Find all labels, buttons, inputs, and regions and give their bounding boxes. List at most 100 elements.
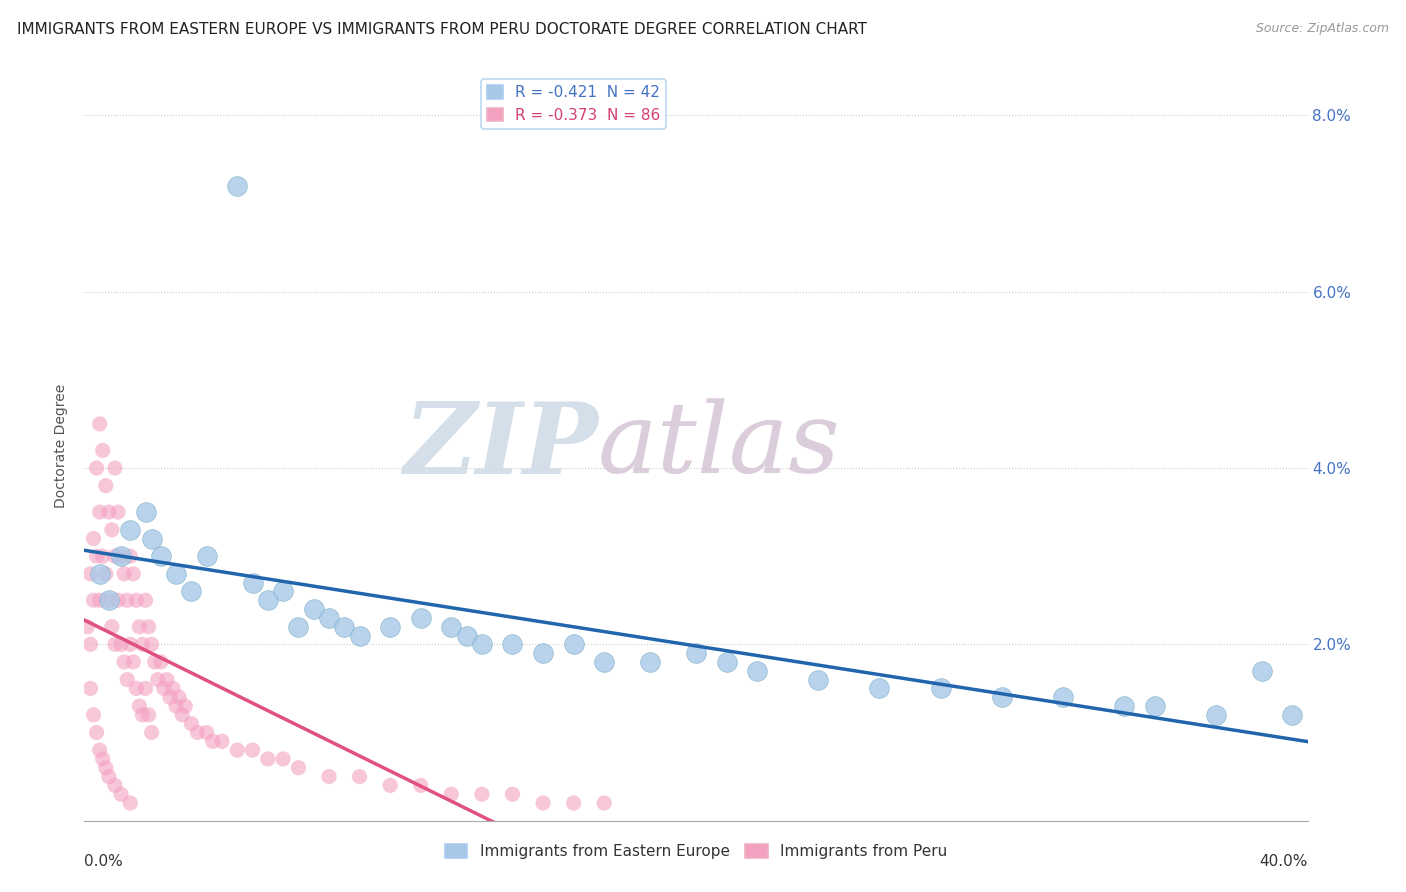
Point (89, 593, 111, 607)
Text: 40.0%: 40.0% (1260, 855, 1308, 870)
Point (1143, 699, 1166, 714)
Point (141, 637, 163, 651)
Point (201, 734, 224, 748)
Point (180, 584, 202, 599)
Point (162, 681, 184, 696)
Point (94, 478, 117, 492)
Point (287, 620, 309, 634)
Point (159, 690, 181, 705)
Point (226, 178, 249, 193)
Point (174, 699, 197, 714)
Point (186, 725, 208, 739)
Point (153, 681, 176, 696)
Point (97, 505, 120, 519)
Point (1114, 699, 1136, 714)
Point (349, 628, 371, 642)
Point (409, 778, 432, 792)
Point (112, 566, 135, 581)
Point (380, 620, 402, 634)
Point (89, 505, 111, 519)
Point (471, 637, 494, 651)
Point (94, 761, 117, 775)
Point (138, 620, 160, 634)
Point (1281, 707, 1303, 722)
Point (456, 628, 478, 642)
Point (638, 655, 661, 669)
Point (257, 593, 280, 607)
Point (287, 761, 309, 775)
Point (110, 549, 132, 564)
Point (110, 549, 132, 564)
Point (333, 620, 356, 634)
Point (165, 699, 187, 714)
Point (409, 611, 432, 625)
Point (107, 593, 129, 607)
Point (104, 637, 127, 651)
Text: Source: ZipAtlas.com: Source: ZipAtlas.com (1256, 22, 1389, 36)
Point (120, 523, 142, 537)
Point (141, 532, 163, 546)
Point (89, 566, 111, 581)
Point (143, 655, 166, 669)
Point (138, 707, 160, 722)
Point (716, 655, 738, 669)
Point (226, 743, 249, 757)
Point (104, 461, 127, 475)
Point (135, 593, 157, 607)
Point (115, 593, 138, 607)
Point (104, 778, 127, 792)
Point (97, 593, 120, 607)
Point (128, 699, 150, 714)
Point (156, 673, 179, 687)
Y-axis label: Doctorate Degree: Doctorate Degree (55, 384, 69, 508)
Point (471, 787, 494, 801)
Point (380, 778, 402, 792)
Point (440, 787, 463, 801)
Point (531, 796, 554, 810)
Point (79, 637, 101, 651)
Point (91, 443, 114, 458)
Point (562, 637, 585, 651)
Point (97, 770, 120, 784)
Point (172, 707, 194, 722)
Point (122, 655, 145, 669)
Point (531, 646, 554, 660)
Text: ZIP: ZIP (404, 398, 598, 494)
Point (271, 752, 294, 766)
Point (747, 664, 769, 678)
Point (318, 770, 340, 784)
Point (89, 417, 111, 431)
Point (1205, 707, 1227, 722)
Point (349, 770, 371, 784)
Point (593, 796, 616, 810)
Point (257, 752, 280, 766)
Point (271, 584, 294, 599)
Point (195, 725, 218, 739)
Point (165, 566, 187, 581)
Point (242, 743, 264, 757)
Point (86, 549, 108, 564)
Point (167, 690, 190, 705)
Point (929, 681, 952, 696)
Point (120, 796, 142, 810)
Point (107, 505, 129, 519)
Point (94, 566, 117, 581)
Point (120, 549, 142, 564)
Point (195, 549, 218, 564)
Text: atlas: atlas (598, 399, 841, 493)
Point (86, 725, 108, 739)
Point (131, 637, 153, 651)
Point (122, 566, 145, 581)
Point (1052, 690, 1074, 705)
Point (79, 681, 101, 696)
Point (91, 549, 114, 564)
Point (115, 673, 138, 687)
Point (120, 637, 142, 651)
Point (562, 796, 585, 810)
Point (146, 673, 169, 687)
Point (101, 620, 124, 634)
Point (135, 681, 157, 696)
Point (86, 461, 108, 475)
Point (149, 549, 172, 564)
Point (125, 593, 148, 607)
